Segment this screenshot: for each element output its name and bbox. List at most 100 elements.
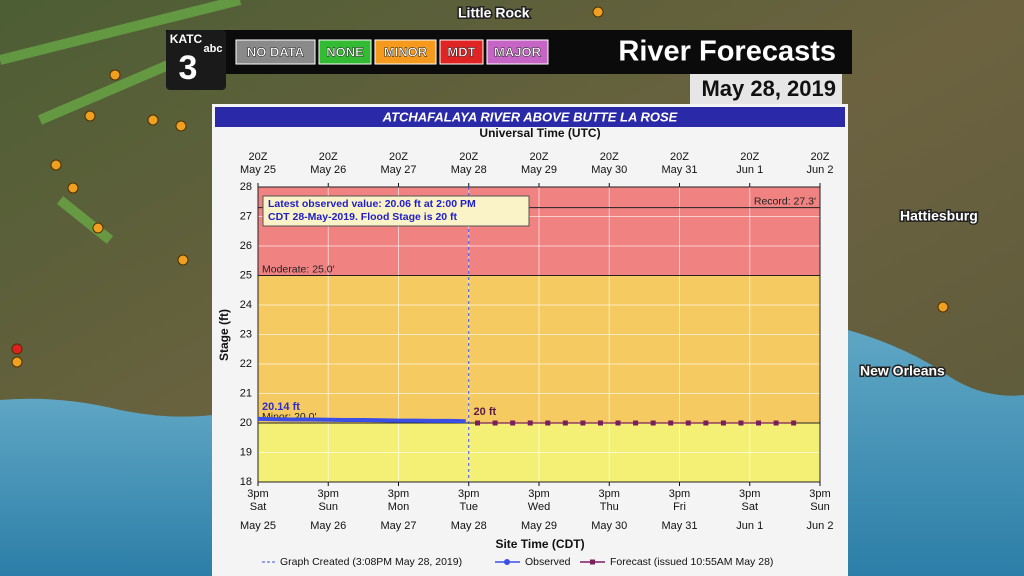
status-swatch	[318, 39, 372, 65]
forecast-point	[685, 420, 691, 426]
legend-observed: Observed	[525, 556, 571, 568]
forecast-point	[668, 420, 674, 426]
x2-tick-label: 20Z	[740, 151, 759, 163]
header-date: May 28, 2019	[701, 76, 836, 101]
note-box	[262, 195, 530, 227]
x-tick-label: 3pm	[739, 488, 760, 500]
note-text: Latest observed value: 20.06 ft at 2:00 …	[268, 198, 476, 210]
y-axis-title: Stage (ft)	[217, 309, 231, 361]
x2-tick-date: May 31	[661, 164, 697, 176]
x-tick-date: May 28	[451, 520, 487, 532]
forecast-start-label: 20 ft	[474, 406, 497, 418]
observed-start-label: 20.14 ft	[262, 401, 300, 413]
top-axis-title: Universal Time (UTC)	[479, 126, 600, 140]
threshold-label: Record: 27.3'	[754, 195, 816, 207]
forecast-point	[475, 420, 481, 426]
x-tick-label: 3pm	[318, 488, 339, 500]
map-gulf-west	[0, 398, 212, 576]
x2-tick-label: 20Z	[389, 151, 408, 163]
forecast-point	[580, 420, 586, 426]
header-title: River Forecasts	[618, 36, 836, 68]
y-tick-label: 22	[240, 358, 252, 370]
y-tick-label: 26	[240, 240, 252, 252]
status-swatch	[374, 39, 437, 65]
forecast-point	[492, 420, 498, 426]
x-tick-weekday: Thu	[600, 501, 619, 513]
x-tick-weekday: Sat	[741, 501, 758, 513]
y-tick-label: 25	[240, 269, 252, 281]
forecast-point	[650, 420, 656, 426]
x2-tick-date: May 30	[591, 164, 627, 176]
x2-tick-label: 20Z	[319, 151, 338, 163]
forecast-point	[773, 420, 779, 426]
status-swatch	[235, 39, 316, 65]
chart-title-bar	[215, 107, 845, 127]
status-label: NO DATA	[247, 44, 305, 59]
header: KATC 3 abc NO DATA NONE MINOR MDT MAJOR Rive…	[166, 30, 852, 104]
map-gauges	[11, 6, 949, 368]
forecast-point	[633, 420, 639, 426]
y-tick-label: 23	[240, 328, 252, 340]
x-tick-date: May 27	[380, 520, 416, 532]
map-label: Hattiesburg	[900, 208, 978, 224]
x-tick-weekday: Fri	[673, 501, 686, 513]
x-tick-label: 3pm	[458, 488, 479, 500]
forecast-point	[510, 420, 516, 426]
forecast-point	[615, 420, 621, 426]
y-tick-label: 27	[240, 210, 252, 222]
y-tick-label: 18	[240, 476, 252, 488]
map-label: New Orleans	[860, 363, 945, 379]
x2-tick-label: 20Z	[600, 151, 619, 163]
y-tick-label: 20	[240, 417, 252, 429]
y-tick-label: 24	[240, 299, 252, 311]
forecast-point	[545, 420, 551, 426]
date-box	[690, 74, 842, 104]
x-tick-date: May 29	[521, 520, 557, 532]
x-tick-label: 3pm	[528, 488, 549, 500]
forecast-point	[756, 420, 762, 426]
y-tick-label: 21	[240, 387, 252, 399]
x2-tick-date: May 28	[451, 164, 487, 176]
x-tick-weekday: Sun	[318, 501, 338, 513]
map-label: Little Rock	[458, 5, 530, 21]
status-label: MAJOR	[494, 44, 542, 59]
forecast-point	[597, 420, 603, 426]
x2-tick-label: 20Z	[530, 151, 549, 163]
x-tick-weekday: Tue	[459, 501, 478, 513]
y-tick-label: 19	[240, 446, 252, 458]
x-tick-weekday: Mon	[388, 501, 409, 513]
map-river-status	[0, 0, 242, 244]
threshold-label: Moderate: 25.0'	[262, 263, 335, 275]
x-tick-date: Jun 1	[736, 520, 763, 532]
x-tick-weekday: Sun	[810, 501, 830, 513]
channel: 3	[179, 49, 198, 87]
x-tick-date: May 26	[310, 520, 346, 532]
legend-forecast: Forecast (issued 10:55AM May 28)	[610, 556, 773, 568]
status-swatch	[439, 39, 484, 65]
legend-observed-dot	[504, 559, 510, 565]
x-tick-date: May 25	[240, 520, 276, 532]
x-tick-date: May 30	[591, 520, 627, 532]
observed-line	[257, 416, 466, 424]
status-label: MDT	[447, 44, 475, 59]
x2-tick-date: May 29	[521, 164, 557, 176]
x-tick-date: May 31	[661, 520, 697, 532]
status-label: NONE	[326, 44, 364, 59]
x-tick-label: 3pm	[669, 488, 690, 500]
forecast-point	[527, 420, 533, 426]
forecast-point	[738, 420, 744, 426]
x-axis-title: Site Time (CDT)	[495, 537, 584, 551]
x2-tick-date: May 27	[380, 164, 416, 176]
status-label: MINOR	[384, 44, 428, 59]
station: KATC	[170, 32, 203, 46]
forecast-point	[562, 420, 568, 426]
forecast-point	[703, 420, 709, 426]
forecast-point	[720, 420, 726, 426]
x-tick-label: 3pm	[599, 488, 620, 500]
status-legend: NO DATA NONE MINOR MDT MAJOR	[235, 39, 549, 65]
x2-tick-date: Jun 2	[807, 164, 834, 176]
x-tick-label: 3pm	[809, 488, 830, 500]
